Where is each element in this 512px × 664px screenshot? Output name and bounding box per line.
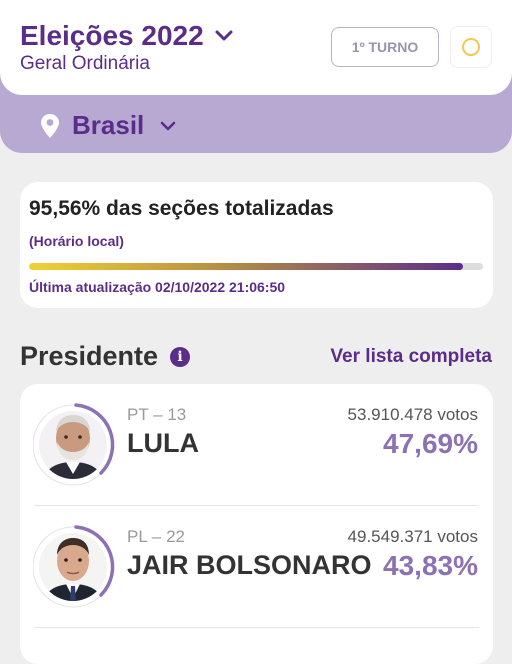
turno-button[interactable]: 1º TURNO — [331, 27, 439, 67]
section-header: Presidente i — [20, 341, 191, 372]
candidate-row-lula[interactable]: PT – 13 LULA 53.910.478 votos 47,69% — [20, 384, 493, 494]
candidate-party: PT – 13 — [127, 405, 187, 424]
progress-fill — [29, 263, 463, 270]
avatar — [33, 402, 119, 488]
circle-theme-icon — [462, 38, 480, 56]
last-update: Última atualização 02/10/2022 21:06:50 — [29, 279, 286, 295]
divider — [34, 505, 479, 506]
candidate-photo — [33, 525, 115, 608]
candidate-photo — [33, 403, 115, 486]
candidate-votes: 53.910.478 votos — [347, 405, 478, 424]
totalization-progress-bar — [29, 263, 483, 270]
section-title: Presidente — [20, 341, 159, 371]
chevron-down-icon — [215, 30, 233, 41]
location-selector[interactable]: Brasil — [40, 110, 176, 141]
totalization-title: 95,56% das seções totalizadas — [29, 197, 334, 220]
candidate-votes: 49.549.371 votos — [347, 527, 478, 546]
candidates-card: PT – 13 LULA 53.910.478 votos 47,69% — [20, 384, 493, 664]
page-subtitle: Geral Ordinária — [20, 53, 150, 74]
avatar — [33, 524, 119, 610]
totalization-card: 95,56% das seções totalizadas (Horário l… — [20, 182, 493, 308]
election-selector[interactable]: Eleições 2022 — [20, 20, 234, 52]
candidate-party: PL – 22 — [127, 527, 185, 546]
candidate-percent: 47,69% — [383, 428, 478, 459]
candidate-name: JAIR BOLSONARO — [127, 550, 372, 580]
header-card: Eleições 2022 Geral Ordinária 1º TURNO — [0, 0, 512, 95]
candidate-percent: 43,83% — [383, 550, 478, 581]
info-icon[interactable]: i — [170, 346, 191, 367]
divider — [34, 627, 479, 628]
theme-toggle-button[interactable] — [450, 26, 492, 68]
candidate-name: LULA — [127, 428, 199, 458]
see-full-list-link[interactable]: Ver lista completa — [330, 346, 492, 367]
candidate-row-bolsonaro[interactable]: PL – 22 JAIR BOLSONARO 49.549.371 votos … — [20, 506, 493, 616]
map-pin-icon — [41, 113, 59, 138]
location-name: Brasil — [72, 110, 145, 140]
chevron-down-icon — [161, 121, 176, 130]
time-note: (Horário local) — [29, 233, 124, 249]
page-title: Eleições 2022 — [20, 20, 204, 51]
